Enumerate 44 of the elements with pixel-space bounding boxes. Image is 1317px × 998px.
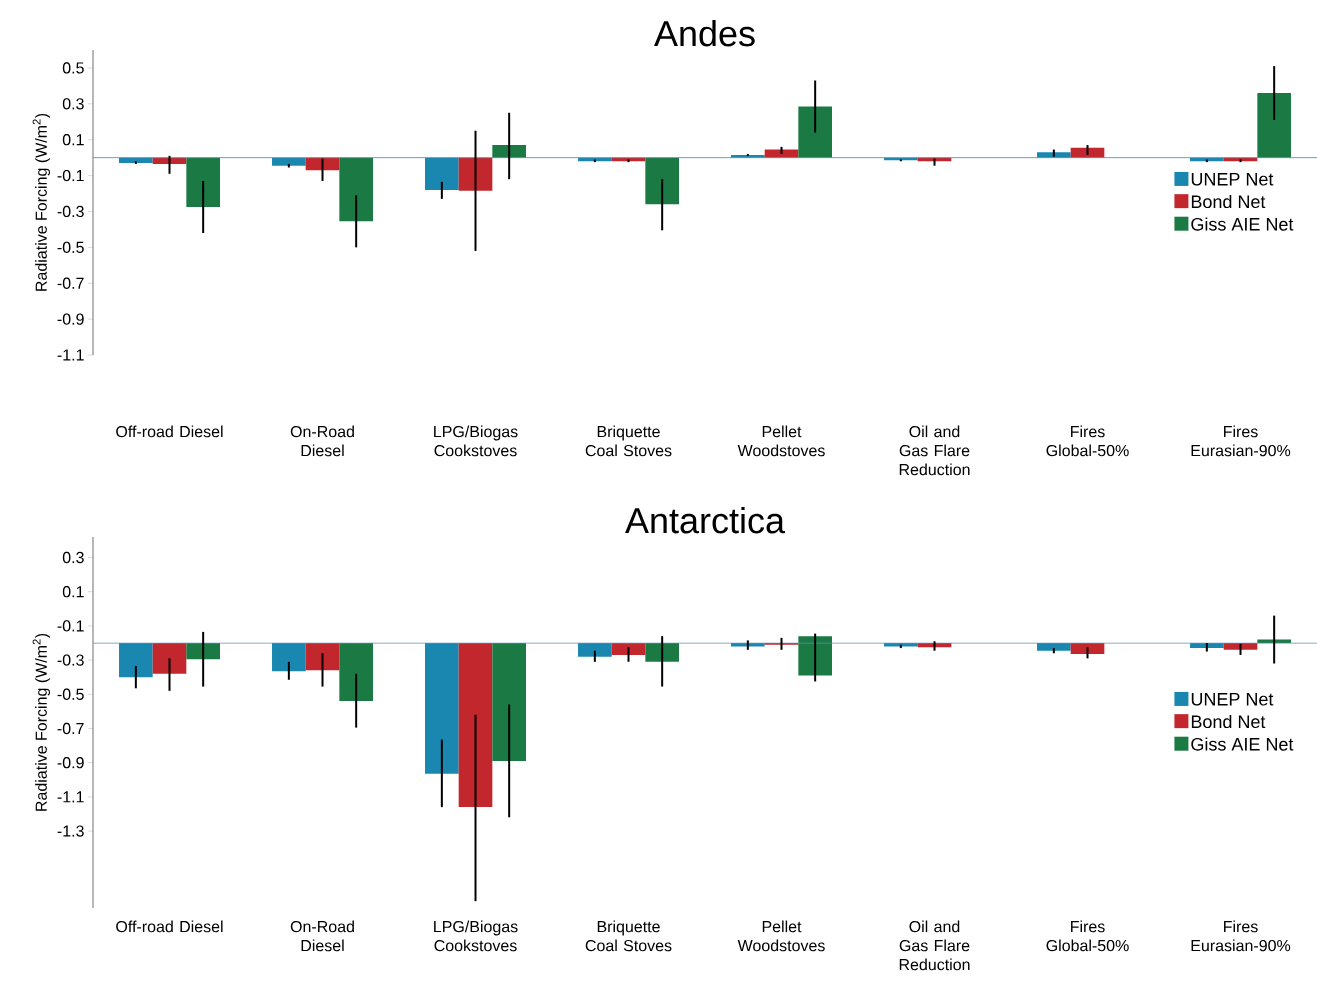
y-tick-label: -1.1: [57, 791, 84, 803]
y-tick-label: -1.3: [57, 825, 84, 837]
legend-label: UNEP Net: [1191, 693, 1274, 706]
x-tick-label: Briquette Coal Stoves: [585, 920, 672, 952]
y-tick-label: 0.1: [62, 586, 84, 598]
legend-label: Bond Net: [1191, 194, 1266, 209]
y-tick-label: -1.1: [57, 349, 84, 361]
y-tick-label: -0.3: [57, 654, 84, 666]
chart-title: Antarctica: [625, 507, 786, 534]
legend-label: Giss AIE Net: [1191, 217, 1294, 231]
x-tick-label: Off-road Diesel: [116, 920, 223, 933]
x-tick-label: On-Road Diesel: [290, 920, 354, 952]
x-tick-label: Fires Global-50%: [1046, 425, 1129, 457]
x-tick-label: Fires Eurasian-90%: [1191, 425, 1291, 457]
x-tick-label: Fires Eurasian-90%: [1191, 920, 1291, 952]
x-tick-label: Briquette Coal Stoves: [585, 425, 672, 457]
legend-label: Giss AIE Net: [1191, 737, 1294, 751]
x-tick-label: Pellet Woodstoves: [737, 425, 825, 457]
y-tick-label: -0.9: [57, 757, 84, 769]
y-tick-label: 0.3: [62, 551, 84, 564]
y-tick-label: 0.1: [62, 134, 84, 146]
y-tick-label: -0.9: [57, 313, 84, 325]
y-tick-label: 0.3: [62, 98, 84, 110]
y-tick-label: 0.5: [62, 62, 84, 74]
x-tick-label: Oil and Gas Flare Reduction: [899, 920, 970, 971]
y-tick-label: -0.7: [57, 277, 84, 289]
y-tick-label: -0.7: [57, 722, 84, 735]
legend-label: UNEP Net: [1191, 173, 1274, 186]
x-tick-label: Pellet Woodstoves: [737, 920, 825, 952]
y-axis-title: Radiative Forcing (W/m$^{2}$): [32, 113, 51, 291]
y-tick-label: -0.5: [57, 241, 84, 253]
x-tick-label: Fires Global-50%: [1046, 920, 1129, 952]
y-axis-title: Radiative Forcing (W/m$^{2}$): [32, 633, 51, 811]
x-tick-label: LPG/Biogas Cookstoves: [434, 920, 518, 952]
y-tick-label: -0.5: [57, 688, 84, 700]
chart-title: Andes: [654, 20, 755, 47]
legend-label: Bond Net: [1191, 714, 1266, 729]
x-tick-label: LPG/Biogas Cookstoves: [434, 425, 518, 457]
y-tick-label: -0.1: [57, 169, 84, 182]
y-tick-label: -0.1: [57, 620, 84, 632]
y-tick-label: -0.3: [57, 205, 84, 218]
x-tick-label: Off-road Diesel: [116, 425, 223, 438]
x-tick-label: On-Road Diesel: [290, 425, 354, 457]
x-tick-label: Oil and Gas Flare Reduction: [899, 425, 970, 476]
